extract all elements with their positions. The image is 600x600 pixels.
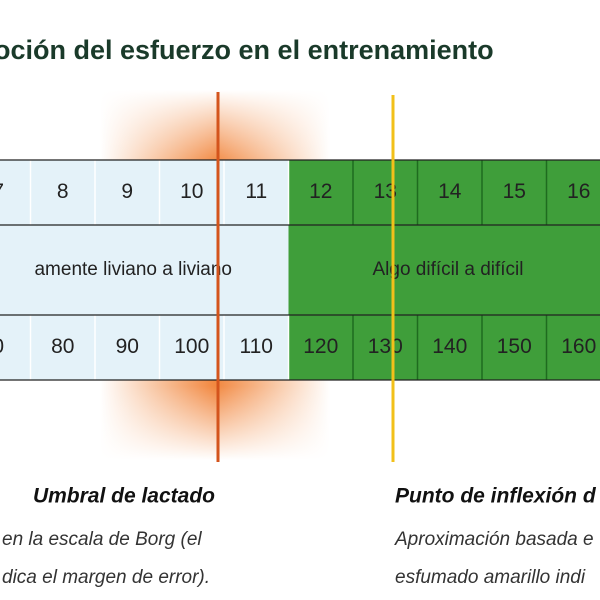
- heart-rate-value: 110: [240, 335, 273, 358]
- rpe-value: 16: [567, 180, 590, 203]
- title: oción del esfuerzo en el entrenamiento: [0, 35, 494, 65]
- note-line: esfumado amarillo indi: [395, 567, 586, 588]
- heart-rate-value: 120: [303, 335, 338, 358]
- rpe-value: 13: [374, 180, 397, 203]
- zone-label: amente liviano a liviano: [34, 259, 232, 280]
- notes: Umbral de lactado en la escala de Borg (e…: [2, 485, 597, 588]
- rpe-value: 11: [245, 180, 267, 203]
- green-zone: [288, 160, 600, 380]
- heart-rate-value: 160: [561, 335, 596, 358]
- heart-rate-value: 140: [432, 335, 467, 358]
- rpe-value: 8: [57, 180, 69, 203]
- heart-rate-value: 100: [174, 335, 209, 358]
- heart-rate-value: 130: [368, 335, 403, 358]
- rpe-value: 14: [438, 180, 462, 203]
- rpe-value: 7: [0, 180, 4, 203]
- heart-rate-value: 150: [497, 335, 532, 358]
- rpe-value: 10: [180, 180, 203, 203]
- note-line: dica el margen de error).: [2, 567, 210, 588]
- heart-rate-value: 80: [51, 335, 74, 358]
- light-zone: [0, 160, 289, 380]
- scale-table: 7891011121314151608090100110120130140150…: [0, 159, 600, 381]
- rpe-value: 12: [309, 180, 332, 203]
- note-title: Punto de inflexión d: [395, 485, 597, 508]
- note-line: en la escala de Borg (el: [2, 529, 202, 550]
- zone-label: Algo difícil a difícil: [372, 259, 523, 280]
- note-title: Umbral de lactado: [33, 485, 215, 508]
- rpe-value: 15: [503, 180, 526, 203]
- note-line: Aproximación basada e: [394, 529, 594, 550]
- heart-rate-value: 0: [0, 335, 4, 358]
- heart-rate-value: 90: [116, 335, 139, 358]
- rpe-value: 9: [121, 180, 133, 203]
